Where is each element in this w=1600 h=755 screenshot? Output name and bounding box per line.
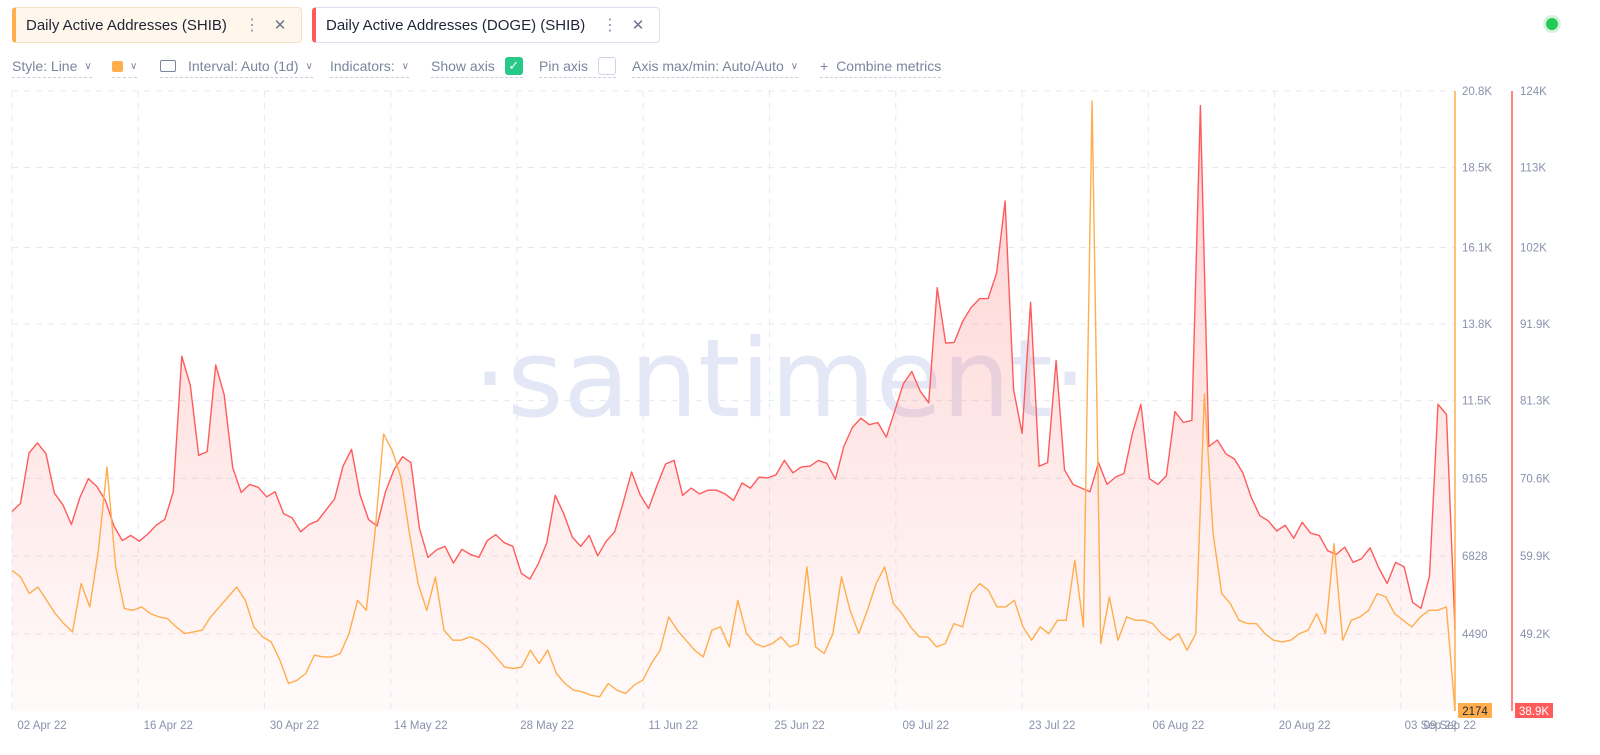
left-axis-tick-label: 20.8K — [1462, 86, 1492, 98]
x-axis-tick-label: 06 Aug 22 — [1152, 720, 1204, 732]
right-axis-tick-label: 124K — [1520, 86, 1547, 98]
doge-series-area — [12, 105, 1455, 712]
pin-axis-checkbox[interactable] — [598, 57, 617, 75]
more-options-icon[interactable]: ⋮ — [602, 17, 618, 34]
x-axis-tick-label: 03 Sep 22 — [1405, 720, 1457, 732]
left-axis-tick-label: 16.1K — [1462, 242, 1492, 254]
show-axis-checkbox[interactable]: ✓ — [504, 57, 523, 75]
metric-tab-doge[interactable]: Daily Active Addresses (DOGE) (SHIB) ⋮ ✕ — [312, 7, 660, 43]
doge-last-value-badge — [1515, 703, 1553, 718]
combine-metrics-button[interactable]: + Combine metrics — [820, 55, 942, 78]
doge-series-line[interactable] — [11, 104, 1456, 630]
x-axis-tick-label: 09 Jul 22 — [902, 720, 949, 732]
ruler-icon — [160, 60, 176, 72]
indicators-dropdown[interactable]: Indicators: ∨ — [330, 55, 409, 78]
x-axis-tick-label: 14 May 22 — [394, 720, 448, 732]
indicators-label: Indicators: — [330, 58, 395, 74]
right-axis-tick-label: 59.9K — [1520, 551, 1550, 563]
x-axis-tick-label: 28 May 22 — [520, 720, 574, 732]
axes-layer: 20.8K 124K 18.5K 113K 16.1K 102K 13.8K 91.9K 11.… — [17, 86, 1553, 732]
right-axis-tick-label: 113K — [1520, 163, 1546, 175]
right-axis-tick-label: 81.3K — [1520, 396, 1550, 408]
style-dropdown[interactable]: Style: Line ∨ — [12, 55, 92, 78]
left-axis-tick-label: 6828 — [1462, 551, 1488, 563]
close-icon[interactable]: ✕ — [273, 17, 287, 34]
combine-metrics-label: Combine metrics — [836, 58, 942, 74]
left-axis-tick-label: 11.5K — [1462, 396, 1492, 408]
color-swatch — [112, 60, 123, 72]
shib-last-value-label: 2174 — [1462, 706, 1488, 718]
metric-tab-shib-label: Daily Active Addresses (SHIB) — [26, 16, 227, 34]
x-axis-tick-label: 09 Sep 22 — [1424, 720, 1476, 732]
axis-maxmin-dropdown[interactable]: Axis max/min: Auto/Auto ∨ — [632, 55, 799, 78]
style-label: Style: Line — [12, 58, 78, 74]
right-axis-tick-label: 91.9K — [1520, 319, 1550, 331]
right-axis-tick-label: 49.2K — [1520, 629, 1550, 641]
right-axis-tick-label: 70.6K — [1520, 473, 1550, 485]
interval-dropdown[interactable]: Interval: Auto (1d) ∨ — [160, 55, 313, 78]
plus-icon: + — [820, 58, 829, 74]
x-axis-tick-label: 16 Apr 22 — [144, 720, 193, 732]
left-axis-tick-label: 18.5K — [1462, 163, 1492, 175]
left-axis-tick-label: 9165 — [1462, 473, 1488, 485]
color-picker[interactable]: ∨ — [112, 55, 138, 78]
x-axis-tick-label: 11 Jun 22 — [648, 720, 698, 732]
x-axis-tick-label: 02 Apr 22 — [17, 720, 66, 732]
left-axis-tick-label: 13.8K — [1462, 319, 1492, 331]
status-indicator — [1546, 18, 1558, 30]
doge-last-value-label: 38.9K — [1519, 706, 1549, 718]
shib-series-line[interactable] — [11, 100, 1456, 712]
chevron-down-icon: ∨ — [401, 60, 409, 72]
metric-tab-shib[interactable]: Daily Active Addresses (SHIB) ⋮ ✕ — [12, 7, 302, 43]
close-icon[interactable]: ✕ — [631, 17, 645, 34]
right-axis-tick-label: 102K — [1520, 242, 1547, 254]
left-axis-tick-label: 4490 — [1462, 629, 1488, 641]
chevron-down-icon: ∨ — [130, 60, 138, 72]
x-axis-tick-label: 30 Apr 22 — [270, 720, 319, 732]
x-axis-tick-label: 25 Jun 22 — [774, 720, 825, 732]
metric-tab-doge-label: Daily Active Addresses (DOGE) (SHIB) — [326, 16, 586, 34]
chevron-down-icon: ∨ — [84, 60, 92, 72]
chevron-down-icon: ∨ — [790, 60, 799, 72]
series-layer — [11, 100, 1456, 712]
more-options-icon[interactable]: ⋮ — [244, 17, 260, 34]
interval-label: Interval: Auto (1d) — [188, 58, 299, 74]
pin-axis-toggle[interactable]: Pin axis — [539, 55, 617, 78]
x-axis-tick-label: 20 Aug 22 — [1279, 720, 1331, 732]
x-axis-tick-label: 23 Jul 22 — [1029, 720, 1076, 732]
show-axis-toggle[interactable]: Show axis ✓ — [431, 55, 523, 78]
axis-maxmin-label: Axis max/min: Auto/Auto — [632, 58, 784, 74]
chevron-down-icon: ∨ — [305, 60, 313, 72]
pin-axis-label: Pin axis — [539, 58, 589, 74]
show-axis-label: Show axis — [431, 58, 495, 74]
shib-last-value-badge — [1458, 703, 1492, 718]
metric-tabs: Daily Active Addresses (SHIB) ⋮ ✕ Daily … — [12, 7, 660, 43]
